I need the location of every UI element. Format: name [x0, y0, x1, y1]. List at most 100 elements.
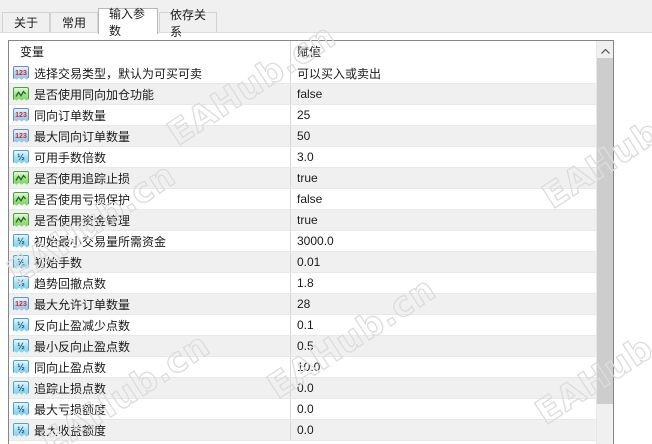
parameter-name: 反向止盈减少点数: [34, 318, 131, 333]
parameter-name-cell[interactable]: ½ 可用手数倍数: [9, 147, 290, 167]
table-row[interactable]: 是否使用资金管理 true: [9, 210, 596, 231]
parameter-value-cell[interactable]: 0.01: [290, 252, 596, 272]
parameter-name-cell[interactable]: 是否使用同向加仓功能: [9, 84, 290, 104]
tab-common[interactable]: 常用: [50, 12, 98, 32]
table-row[interactable]: ½ 最大收益额度 0.0: [9, 420, 596, 441]
table-row[interactable]: 123 最大同向订单数量 50: [9, 126, 596, 147]
parameter-value: 28: [297, 297, 311, 311]
boolean-parameter-icon: [13, 170, 29, 185]
table-body: 123 选择交易类型，默认为可买可卖 可以买入或卖出 是否使用同向加仓功能 fa…: [9, 63, 596, 441]
parameter-value-cell[interactable]: 可以买入或卖出: [290, 63, 596, 83]
parameter-name-cell[interactable]: ½ 最大亏损额度: [9, 399, 290, 419]
double-parameter-icon: ½: [13, 380, 29, 395]
vertical-scrollbar[interactable]: [596, 41, 613, 444]
parameter-value-cell[interactable]: true: [290, 168, 596, 188]
parameter-name: 是否使用同向加仓功能: [34, 87, 155, 102]
parameter-name-cell[interactable]: ½ 最大收益额度: [9, 420, 290, 440]
table-row[interactable]: 123 同向订单数量 25: [9, 105, 596, 126]
double-parameter-icon: ½: [13, 149, 29, 164]
table-row[interactable]: ½ 同向止盈点数 10.0: [9, 357, 596, 378]
tab-about[interactable]: 关于: [2, 12, 50, 32]
table-row[interactable]: 是否使用追踪止损 true: [9, 168, 596, 189]
parameter-value-cell[interactable]: 10.0: [290, 357, 596, 377]
tab-inputs[interactable]: 输入参数: [98, 7, 158, 38]
parameter-value-cell[interactable]: 0.0: [290, 399, 596, 419]
parameter-name-cell[interactable]: ½ 初始手数: [9, 252, 290, 272]
parameter-name-cell[interactable]: ½ 趋势回撤点数: [9, 273, 290, 293]
parameter-name-cell[interactable]: 是否使用资金管理: [9, 210, 290, 230]
boolean-parameter-icon: [13, 86, 29, 101]
integer-parameter-icon: 123: [13, 107, 29, 122]
parameter-name-cell[interactable]: 123 选择交易类型，默认为可买可卖: [9, 63, 290, 83]
parameter-value-cell[interactable]: 1.8: [290, 273, 596, 293]
parameter-value-cell[interactable]: 0.0: [290, 420, 596, 440]
parameter-name: 是否使用追踪止损: [34, 171, 131, 186]
table-row[interactable]: ½ 最小反向止盈点数 0.5: [9, 336, 596, 357]
table-row[interactable]: ½ 趋势回撤点数 1.8: [9, 273, 596, 294]
parameter-name: 选择交易类型，默认为可买可卖: [34, 66, 203, 81]
table-row[interactable]: 123 选择交易类型，默认为可买可卖 可以买入或卖出: [9, 63, 596, 84]
chevron-up-icon: [600, 43, 610, 57]
table-row[interactable]: 是否使用同向加仓功能 false: [9, 84, 596, 105]
table-row[interactable]: ½ 可用手数倍数 3.0: [9, 147, 596, 168]
parameter-name: 初始手数: [34, 255, 83, 270]
column-header-value: 赋值: [290, 41, 613, 63]
parameter-value: false: [297, 87, 323, 101]
double-parameter-icon: ½: [13, 233, 29, 248]
table-row[interactable]: ½ 追踪止损点数 0.0: [9, 378, 596, 399]
parameter-value-cell[interactable]: true: [290, 210, 596, 230]
parameter-name-cell[interactable]: 是否使用亏损保护: [9, 189, 290, 209]
double-parameter-icon: ½: [13, 338, 29, 353]
parameters-table: 变量 赋值 123 选择交易类型，默认为可买可卖 可以买入或卖出 是否使用同向加…: [8, 40, 614, 444]
parameter-value-cell[interactable]: 3000.0: [290, 231, 596, 251]
parameter-name-cell[interactable]: ½ 最小反向止盈点数: [9, 336, 290, 356]
table-row[interactable]: ½ 最大亏损额度 0.0: [9, 399, 596, 420]
table-row[interactable]: 123 最大允许订单数量 28: [9, 294, 596, 315]
parameter-value-cell[interactable]: 3.0: [290, 147, 596, 167]
parameter-value: 0.0: [297, 402, 314, 416]
parameter-name-cell[interactable]: ½ 反向止盈减少点数: [9, 315, 290, 335]
parameter-value-cell[interactable]: 0.1: [290, 315, 596, 335]
parameter-name-cell[interactable]: 123 同向订单数量: [9, 105, 290, 125]
parameter-name-cell[interactable]: ½ 追踪止损点数: [9, 378, 290, 398]
tab-dependencies[interactable]: 依存关系: [159, 8, 217, 39]
parameter-value: true: [297, 213, 318, 227]
parameter-value: 10.0: [297, 360, 321, 374]
parameter-value: 3.0: [297, 150, 314, 164]
scrollbar-thumb[interactable]: [597, 58, 613, 404]
scroll-up-button[interactable]: [597, 41, 613, 58]
table-row[interactable]: ½ 初始最小交易量所需资金 3000.0: [9, 231, 596, 252]
parameter-value-cell[interactable]: 25: [290, 105, 596, 125]
double-parameter-icon: ½: [13, 359, 29, 374]
parameter-value-cell[interactable]: 0.5: [290, 336, 596, 356]
parameter-value-cell[interactable]: false: [290, 189, 596, 209]
double-parameter-icon: ½: [13, 401, 29, 416]
parameter-value: false: [297, 192, 323, 206]
parameter-value-cell[interactable]: 50: [290, 126, 596, 146]
parameter-name-cell[interactable]: ½ 同向止盈点数: [9, 357, 290, 377]
integer-parameter-icon: 123: [13, 128, 29, 143]
parameter-name: 最大允许订单数量: [34, 297, 131, 312]
double-parameter-icon: ½: [13, 254, 29, 269]
parameter-name: 同向止盈点数: [34, 360, 107, 375]
parameter-name-cell[interactable]: 123 最大允许订单数量: [9, 294, 290, 314]
table-header-row: 变量 赋值: [9, 41, 613, 64]
parameter-value-cell[interactable]: false: [290, 84, 596, 104]
parameter-name: 是否使用资金管理: [34, 213, 131, 228]
parameter-name-cell[interactable]: 是否使用追踪止损: [9, 168, 290, 188]
parameter-name: 趋势回撤点数: [34, 276, 107, 291]
parameter-value-cell[interactable]: 28: [290, 294, 596, 314]
table-row[interactable]: ½ 反向止盈减少点数 0.1: [9, 315, 596, 336]
parameter-name-cell[interactable]: 123 最大同向订单数量: [9, 126, 290, 146]
table-row[interactable]: 是否使用亏损保护 false: [9, 189, 596, 210]
boolean-parameter-icon: [13, 212, 29, 227]
table-row[interactable]: ½ 初始手数 0.01: [9, 252, 596, 273]
parameter-value: 1.8: [297, 276, 314, 290]
parameter-value: 0.1: [297, 318, 314, 332]
parameter-value: true: [297, 171, 318, 185]
parameter-name: 最大收益额度: [34, 423, 107, 438]
parameter-value-cell[interactable]: 0.0: [290, 378, 596, 398]
parameter-name: 最大同向订单数量: [34, 129, 131, 144]
parameter-name-cell[interactable]: ½ 初始最小交易量所需资金: [9, 231, 290, 251]
